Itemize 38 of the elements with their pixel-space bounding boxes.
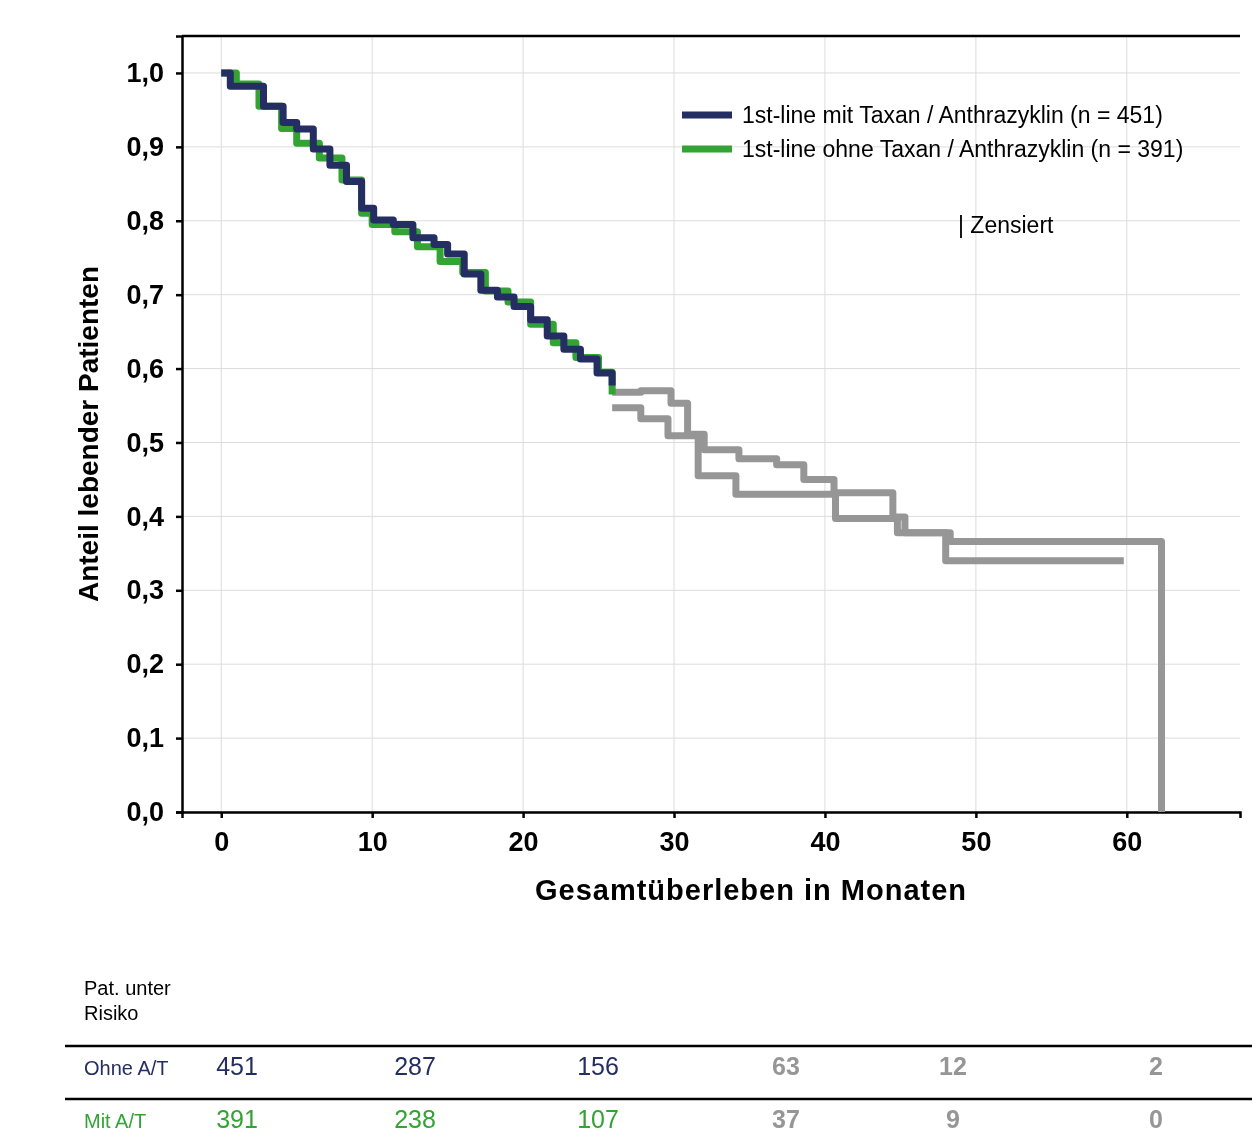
text: 63 <box>772 1052 800 1080</box>
legend-label: 1st-line mit Taxan / Anthrazyklin (n = 451) <box>742 102 1163 128</box>
y-tick-label: 0,2 <box>126 649 164 680</box>
text: 9 <box>946 1105 960 1133</box>
y-tick-label: 0,1 <box>126 723 164 754</box>
x-tick-label: 40 <box>810 827 841 858</box>
y-axis-title: Anteil lebender Patienten <box>73 265 104 603</box>
y-tick-label: 0,5 <box>126 427 164 458</box>
y-tick-label: 0,0 <box>126 797 164 828</box>
text: Mit A/T <box>84 1110 147 1132</box>
x-axis-title: Gesamtüberleben in Monaten <box>534 874 968 906</box>
x-tick-label: 20 <box>508 827 539 858</box>
x-tick-label: 60 <box>1112 827 1143 858</box>
text: 37 <box>772 1105 800 1133</box>
text: 2 <box>1149 1052 1163 1080</box>
text: Ohne A/T <box>84 1057 169 1079</box>
annotation: | Zensiert <box>958 212 1055 238</box>
text: 451 <box>216 1052 258 1080</box>
x-tick-label: 50 <box>961 827 992 858</box>
y-tick-label: 0,9 <box>126 132 164 162</box>
text: Pat. unter Risiko <box>84 977 172 1024</box>
x-tick-label: 0 <box>214 827 230 858</box>
y-tick-label: 0,8 <box>126 205 164 236</box>
x-tick-label: 10 <box>357 827 388 858</box>
text: 287 <box>394 1052 436 1080</box>
text: 107 <box>577 1105 619 1133</box>
y-tick-label: 0,4 <box>126 501 164 532</box>
x-tick-label: 30 <box>659 827 690 858</box>
y-tick-label: 0,3 <box>126 575 164 606</box>
text: 238 <box>394 1105 436 1133</box>
y-tick-label: 0,7 <box>126 279 164 310</box>
legend-label: 1st-line ohne Taxan / Anthrazyklin (n = 391) <box>742 136 1184 162</box>
text: 391 <box>216 1105 258 1133</box>
text: 156 <box>577 1052 619 1080</box>
text: 12 <box>939 1052 967 1080</box>
y-tick-label: 1,0 <box>126 58 164 89</box>
text: 0 <box>1149 1105 1163 1133</box>
y-tick-label: 0,6 <box>126 353 164 384</box>
